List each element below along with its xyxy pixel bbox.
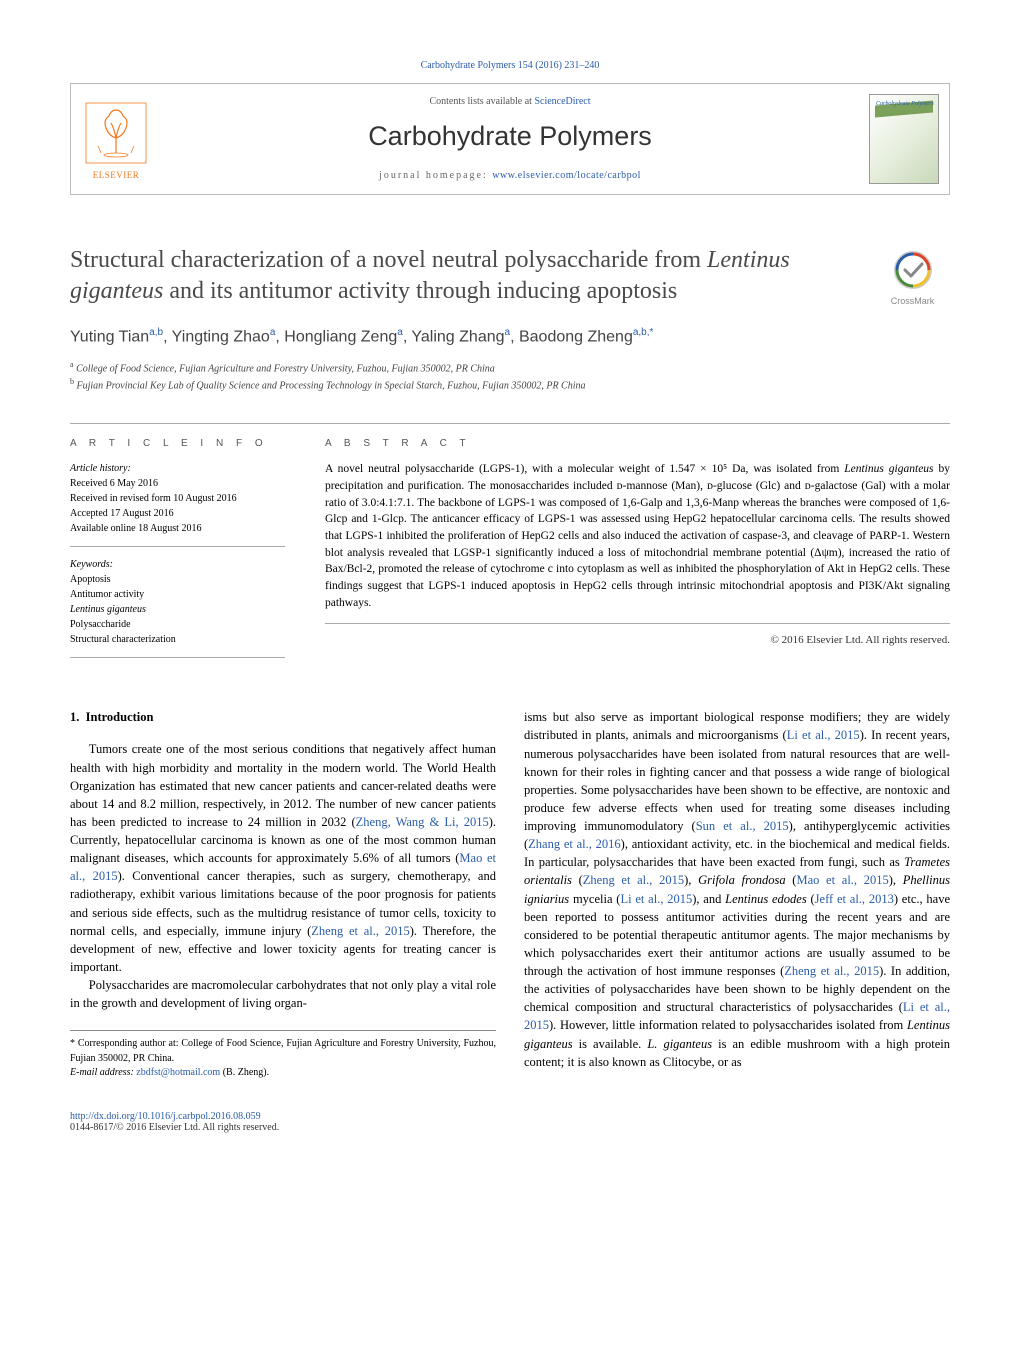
page: Carbohydrate Polymers 154 (2016) 231–240…	[0, 0, 1020, 1173]
journal-homepage-link[interactable]: www.elsevier.com/locate/carbpol	[492, 170, 641, 181]
sciencedirect-link[interactable]: ScienceDirect	[534, 96, 590, 107]
section-heading: 1. Introduction	[70, 708, 496, 726]
crossmark-badge[interactable]: CrossMark	[875, 250, 950, 306]
abstract-column: A B S T R A C T A novel neutral polysacc…	[305, 423, 950, 668]
header-center: Contents lists available at ScienceDirec…	[161, 84, 859, 194]
page-footer: http://dx.doi.org/10.1016/j.carbpol.2016…	[70, 1111, 950, 1133]
body-paragraph: Polysaccharides are macromolecular carbo…	[70, 976, 496, 1012]
citation-link[interactable]: Jeff et al., 2013	[815, 892, 894, 906]
citation-link[interactable]: Li et al., 2015	[787, 728, 860, 742]
article-history-label: Article history:	[70, 461, 285, 476]
publisher-logo[interactable]: ELSEVIER	[71, 84, 161, 194]
article-title: Structural characterization of a novel n…	[70, 245, 950, 307]
contents-available-line: Contents lists available at ScienceDirec…	[171, 96, 849, 107]
corresponding-author-note: * Corresponding author at: College of Fo…	[70, 1037, 496, 1066]
article-header: CrossMark Structural characterization of…	[70, 245, 950, 393]
body-two-column: 1. Introduction Tumors create one of the…	[70, 708, 950, 1081]
citation-link[interactable]: Zheng et al., 2015	[583, 873, 684, 887]
citation-line: Carbohydrate Polymers 154 (2016) 231–240	[70, 60, 950, 71]
article-history-block: Article history: Received 6 May 2016Rece…	[70, 461, 285, 547]
info-abstract-row: A R T I C L E I N F O Article history: R…	[70, 423, 950, 668]
elsevier-tree-icon	[81, 98, 151, 168]
journal-cover: Carbohydrate Polymers	[859, 84, 949, 194]
keywords-block: Keywords: ApoptosisAntitumor activityLen…	[70, 557, 285, 658]
crossmark-label: CrossMark	[875, 296, 950, 306]
email-link[interactable]: zbdfst@hotmail.com	[136, 1067, 220, 1078]
citation-link[interactable]: Zheng, Wang & Li, 2015	[356, 815, 489, 829]
email-line: E-mail address: zbdfst@hotmail.com (B. Z…	[70, 1066, 496, 1081]
citation-link[interactable]: Li et al., 2015	[620, 892, 692, 906]
footnotes: * Corresponding author at: College of Fo…	[70, 1030, 496, 1081]
journal-cover-image: Carbohydrate Polymers	[869, 94, 939, 184]
journal-homepage-line: journal homepage: www.elsevier.com/locat…	[171, 170, 849, 181]
citation-link[interactable]: Zheng et al., 2015	[311, 924, 409, 938]
journal-header-box: ELSEVIER Contents lists available at Sci…	[70, 83, 950, 195]
issn-copyright: 0144-8617/© 2016 Elsevier Ltd. All right…	[70, 1122, 950, 1133]
body-paragraph: Tumors create one of the most serious co…	[70, 740, 496, 976]
citation-link[interactable]: Zhang et al., 2016	[528, 837, 620, 851]
article-info-heading: A R T I C L E I N F O	[70, 438, 285, 449]
abstract-copyright: © 2016 Elsevier Ltd. All rights reserved…	[325, 634, 950, 646]
crossmark-icon	[893, 250, 933, 290]
authors-list: Yuting Tiana,b, Yingting Zhaoa, Honglian…	[70, 327, 950, 346]
citation-link[interactable]: Sun et al., 2015	[696, 819, 789, 833]
article-info-column: A R T I C L E I N F O Article history: R…	[70, 423, 305, 668]
doi-link[interactable]: http://dx.doi.org/10.1016/j.carbpol.2016…	[70, 1111, 261, 1122]
citation-link[interactable]: Mao et al., 2015	[796, 873, 888, 887]
abstract-heading: A B S T R A C T	[325, 438, 950, 449]
affiliations: a College of Food Science, Fujian Agricu…	[70, 359, 950, 394]
citation-link[interactable]: Zheng et al., 2015	[784, 964, 879, 978]
body-paragraph: isms but also serve as important biologi…	[524, 708, 950, 1071]
journal-name: Carbohydrate Polymers	[171, 121, 849, 152]
publisher-name: ELSEVIER	[93, 170, 140, 180]
keywords-label: Keywords:	[70, 557, 285, 572]
abstract-text: A novel neutral polysaccharide (LGPS-1),…	[325, 461, 950, 624]
